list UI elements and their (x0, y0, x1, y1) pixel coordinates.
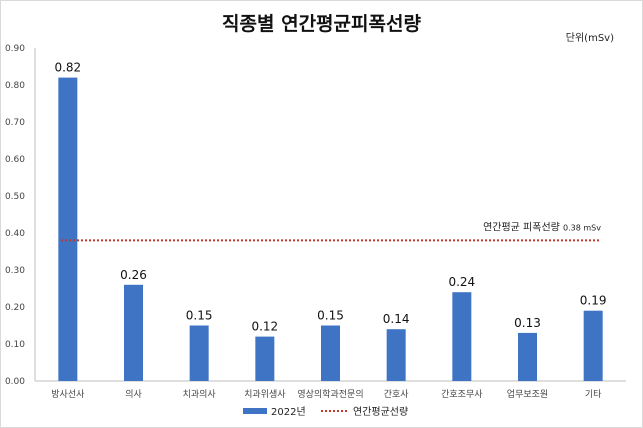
bars (58, 77, 603, 381)
data-label: 0.15 (317, 309, 344, 323)
bar (189, 325, 209, 381)
x-tick-label: 치과의사 (183, 388, 217, 400)
data-label: 0.13 (514, 316, 541, 330)
unit-label: 단위(mSv) (565, 33, 614, 44)
y-tick-label: 0.50 (5, 192, 25, 202)
x-tick-label: 기타 (585, 389, 602, 400)
x-tick-label: 치과위생사 (244, 388, 286, 400)
x-tick-label: 의사 (125, 389, 142, 400)
reference-line-annotation: 연간평균 피폭선량 0.38 mSv (483, 221, 601, 233)
data-label: 0.24 (448, 275, 475, 289)
reference-line-value: 0.38 mSv (563, 223, 601, 232)
data-label: 0.14 (383, 312, 410, 326)
data-label: 0.26 (120, 268, 147, 282)
y-tick-label: 0.20 (5, 303, 25, 313)
legend-label-bar: 2022년 (271, 406, 306, 418)
x-tick-label: 간호조무사 (441, 389, 483, 400)
bar (452, 292, 472, 381)
category-labels: 방사선사 의사 치과의사 치과위생사 영상의학과전문의 간호사 간호조무사 업무보조원 기타 (51, 388, 602, 400)
y-tick-label: 0.10 (5, 340, 25, 350)
data-label: 0.19 (580, 294, 607, 308)
x-tick-label: 영상의학과전문의 (297, 389, 363, 400)
reference-line-label: 연간평균 피폭선량 (483, 221, 560, 233)
y-tick-label: 0.60 (5, 155, 25, 165)
chart-title: 직종별 연간평균피폭선량 (222, 13, 421, 35)
data-label: 0.82 (54, 61, 81, 75)
x-tick-label: 업무보조원 (507, 389, 548, 400)
x-tick-label: 방사선사 (51, 389, 85, 400)
y-tick-label: 0.40 (5, 229, 25, 239)
bar (321, 325, 340, 381)
bar (58, 77, 78, 381)
y-tick-label: 0.90 (5, 44, 25, 54)
y-tick-label: 0.00 (5, 377, 25, 387)
y-tick-labels: 0.00 0.10 0.20 0.30 0.40 0.50 0.60 0.70 0.80 0.90 (5, 44, 25, 387)
y-tick-label: 0.80 (5, 81, 25, 91)
value-labels: 0.82 0.26 0.15 0.12 0.15 0.14 0.24 0.13 0.19 (54, 61, 606, 334)
bar (518, 332, 537, 381)
y-tick-label: 0.30 (5, 266, 25, 276)
bar (255, 336, 275, 381)
legend-label-line: 연간평균선량 (353, 406, 408, 418)
bar (583, 310, 603, 381)
data-label: 0.12 (251, 320, 278, 334)
x-tick-label: 간호사 (384, 389, 410, 400)
legend-swatch-bar (243, 408, 267, 414)
bar (124, 284, 143, 381)
data-label: 0.15 (186, 309, 213, 323)
y-tick-label: 0.70 (5, 118, 25, 128)
bar (386, 329, 406, 381)
legend: 2022년 연간평균선량 (243, 406, 408, 418)
